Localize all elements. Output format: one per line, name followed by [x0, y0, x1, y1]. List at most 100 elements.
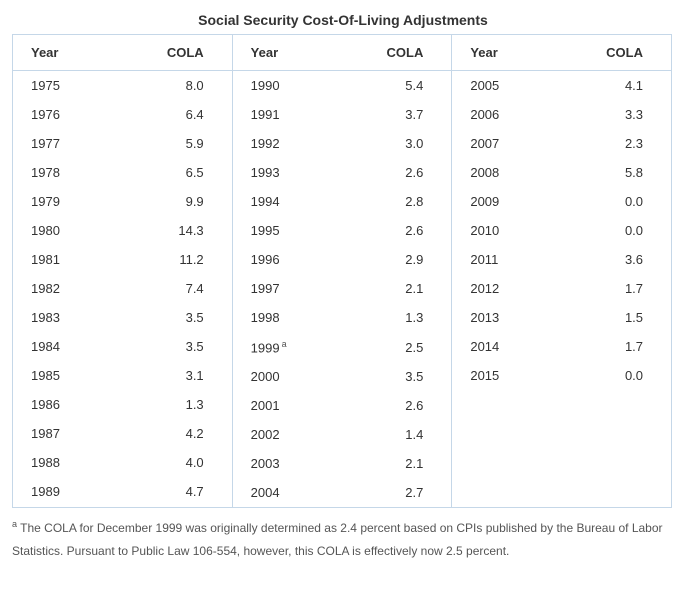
data-table: YearCOLA19905.419913.719923.019932.61994… [233, 35, 452, 507]
cell-year: 1982 [13, 274, 100, 303]
cell-cola: 7.4 [100, 274, 232, 303]
cell-cola: 2.1 [326, 274, 451, 303]
footnote-ref: a [280, 339, 287, 349]
cell-cola: 2.6 [326, 216, 451, 245]
table-row: 20032.1 [233, 449, 452, 478]
table-row: 19827.4 [13, 274, 232, 303]
cell-year: 2014 [452, 332, 539, 361]
cell-year: 2009 [452, 187, 539, 216]
cell-year: 1976 [13, 100, 100, 129]
cell-cola: 11.2 [100, 245, 232, 274]
cell-cola: 5.8 [540, 158, 672, 187]
cell-cola: 0.0 [540, 216, 672, 245]
cell-year: 1985 [13, 361, 100, 390]
cell-year: 1980 [13, 216, 100, 245]
table-row: 19972.1 [233, 274, 452, 303]
cell-year: 2013 [452, 303, 539, 332]
cell-year: 1981 [13, 245, 100, 274]
cell-cola: 9.9 [100, 187, 232, 216]
cell-cola: 1.7 [540, 332, 672, 361]
cell-year: 1996 [233, 245, 327, 274]
cell-cola: 5.4 [326, 71, 451, 101]
cell-year: 1986 [13, 390, 100, 419]
cell-year: 2010 [452, 216, 539, 245]
cell-year: 2003 [233, 449, 327, 478]
cell-year: 2012 [452, 274, 539, 303]
cell-year: 2011 [452, 245, 539, 274]
cell-cola: 2.5 [326, 332, 451, 362]
cell-year: 1992 [233, 129, 327, 158]
table-row: 19799.9 [13, 187, 232, 216]
table-row: 19981.3 [233, 303, 452, 332]
cell-year: 1983 [13, 303, 100, 332]
cell-year: 2004 [233, 478, 327, 507]
table-row: 198111.2 [13, 245, 232, 274]
cell-cola: 2.3 [540, 129, 672, 158]
cell-year: 1989 [13, 477, 100, 506]
cell-cola: 2.8 [326, 187, 451, 216]
cell-cola: 1.4 [326, 420, 451, 449]
table-row: 19861.3 [13, 390, 232, 419]
cell-cola: 14.3 [100, 216, 232, 245]
cell-cola: 3.5 [100, 303, 232, 332]
table-row: 19853.1 [13, 361, 232, 390]
data-table: YearCOLA19758.019766.419775.919786.51979… [13, 35, 232, 506]
cell-cola: 0.0 [540, 361, 672, 390]
cell-cola: 5.9 [100, 129, 232, 158]
cell-year: 1975 [13, 71, 100, 101]
footnote-text: The COLA for December 1999 was originall… [12, 521, 663, 558]
cell-year: 1984 [13, 332, 100, 361]
header-cola: COLA [100, 35, 232, 71]
data-table: YearCOLA20054.120063.320072.320085.82009… [452, 35, 671, 390]
cell-year: 2006 [452, 100, 539, 129]
cell-year: 1994 [233, 187, 327, 216]
table-row: 20003.5 [233, 362, 452, 391]
cell-cola: 6.5 [100, 158, 232, 187]
cell-year: 1979 [13, 187, 100, 216]
footnote: a The COLA for December 1999 was origina… [12, 516, 672, 563]
table-row: 19775.9 [13, 129, 232, 158]
footnote-marker: a [12, 519, 17, 529]
cell-cola: 4.2 [100, 419, 232, 448]
cell-cola: 4.7 [100, 477, 232, 506]
cell-cola: 1.3 [326, 303, 451, 332]
table-row: 20054.1 [452, 71, 671, 101]
table-row: 20063.3 [452, 100, 671, 129]
cell-year: 1977 [13, 129, 100, 158]
cell-year: 1978 [13, 158, 100, 187]
table-row: 19962.9 [233, 245, 452, 274]
table-row: 20121.7 [452, 274, 671, 303]
cell-cola: 2.7 [326, 478, 451, 507]
table-row: 20012.6 [233, 391, 452, 420]
table-row: 19833.5 [13, 303, 232, 332]
cell-year: 1991 [233, 100, 327, 129]
cell-cola: 2.6 [326, 391, 451, 420]
table-row: 20100.0 [452, 216, 671, 245]
cola-table: YearCOLA19758.019766.419775.919786.51979… [12, 34, 672, 508]
cell-year: 2001 [233, 391, 327, 420]
cell-cola: 0.0 [540, 187, 672, 216]
table-row: 20021.4 [233, 420, 452, 449]
table-row: 19923.0 [233, 129, 452, 158]
header-year: Year [13, 35, 100, 71]
table-row: 19932.6 [233, 158, 452, 187]
table-column: YearCOLA19758.019766.419775.919786.51979… [13, 35, 232, 507]
table-row: 19952.6 [233, 216, 452, 245]
table-row: 198014.3 [13, 216, 232, 245]
cell-year: 1995 [233, 216, 327, 245]
cell-cola: 1.3 [100, 390, 232, 419]
cell-cola: 3.3 [540, 100, 672, 129]
table-row: 19905.4 [233, 71, 452, 101]
cell-cola: 3.0 [326, 129, 451, 158]
table-row: 19766.4 [13, 100, 232, 129]
cell-year: 1993 [233, 158, 327, 187]
table-row: 19758.0 [13, 71, 232, 101]
cell-cola: 3.6 [540, 245, 672, 274]
cell-cola: 3.7 [326, 100, 451, 129]
cell-year: 1990 [233, 71, 327, 101]
table-row: 19786.5 [13, 158, 232, 187]
table-row: 20042.7 [233, 478, 452, 507]
cell-cola: 8.0 [100, 71, 232, 101]
cell-cola: 2.6 [326, 158, 451, 187]
cell-year: 1998 [233, 303, 327, 332]
